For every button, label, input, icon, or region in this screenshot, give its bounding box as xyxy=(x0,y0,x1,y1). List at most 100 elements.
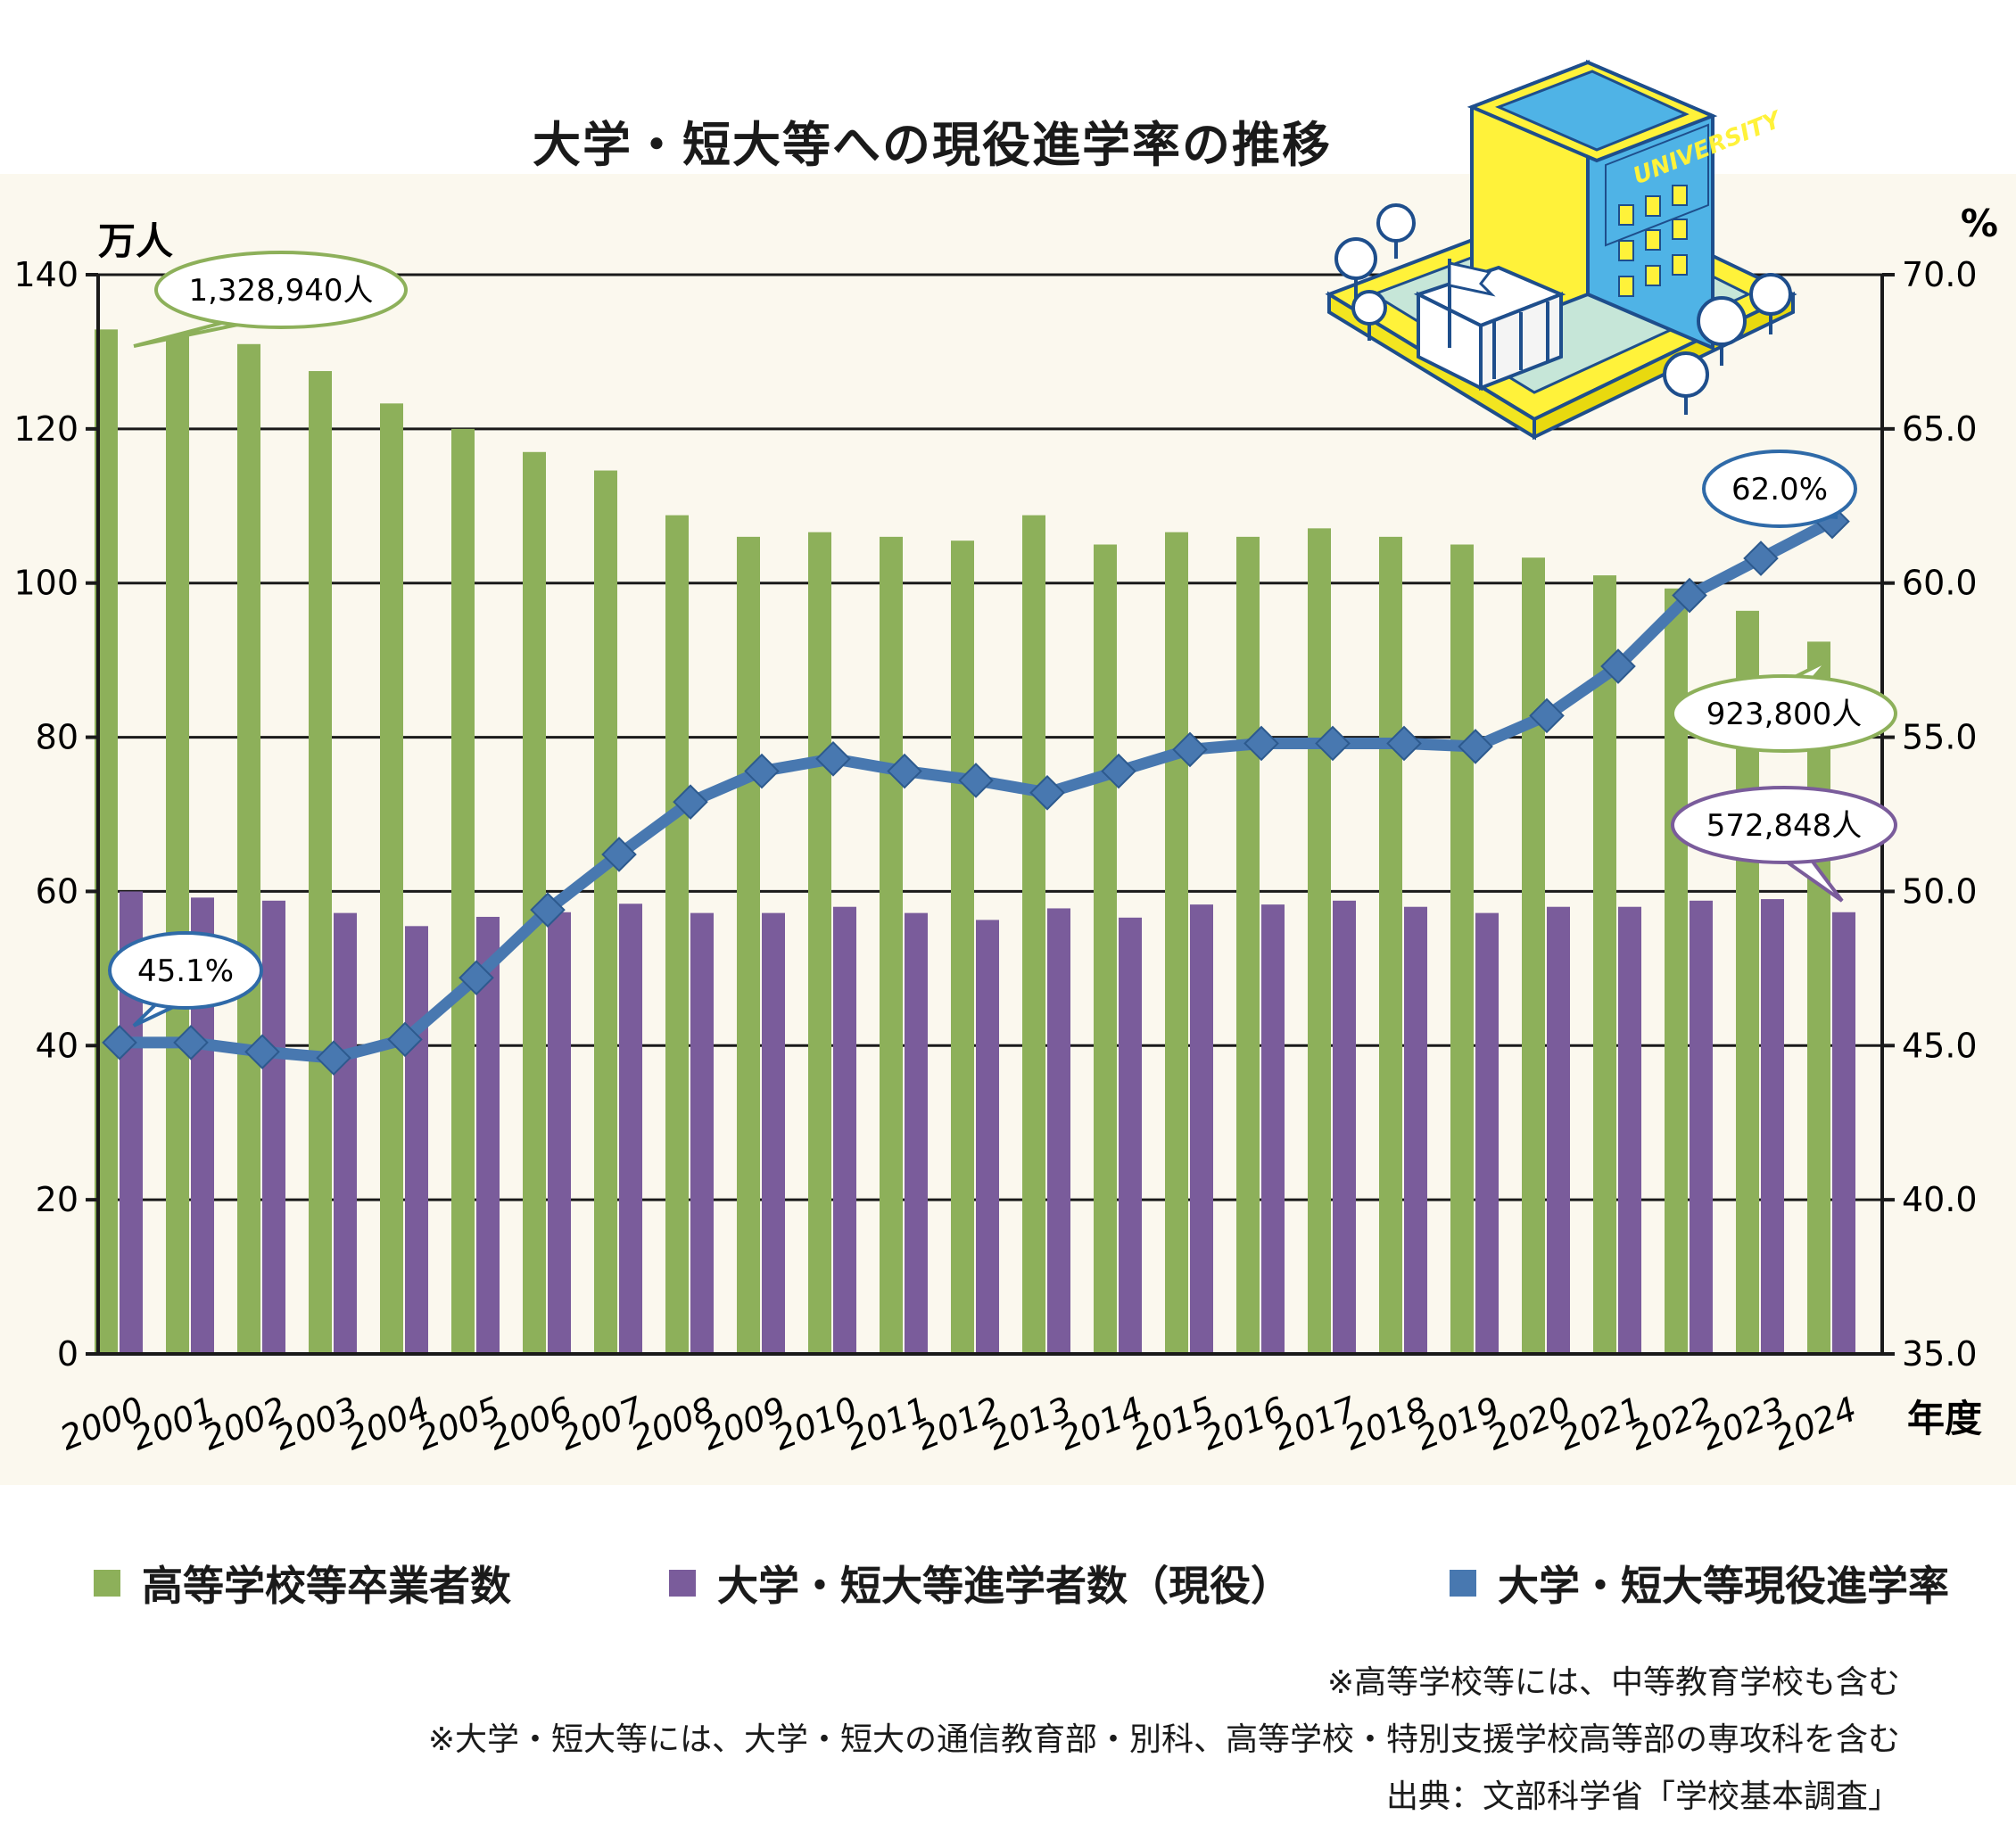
y-right-tick-label: 65.0 xyxy=(1902,409,1978,449)
rate-point xyxy=(1743,541,1779,576)
bar-graduates xyxy=(1379,536,1402,1354)
bar-enrollees xyxy=(1761,899,1784,1354)
rate-point xyxy=(387,1021,423,1058)
callout-bubble xyxy=(154,251,408,329)
rate-point xyxy=(244,1034,280,1069)
y-left-tick-label: 80 xyxy=(36,718,78,757)
y-left-unit: 万人 xyxy=(98,219,173,263)
legend-swatch-rate xyxy=(1450,1570,1476,1597)
legend: 高等学校等卒業者数 大学・短大等進学者数（現役） 大学・短大等現役進学率 xyxy=(94,1552,1949,1614)
callout-label: 45.1% xyxy=(137,953,234,989)
bar-graduates xyxy=(380,403,403,1355)
legend-item-enrollees: 大学・短大等進学者数（現役） xyxy=(669,1554,1292,1613)
bar-graduates xyxy=(880,536,903,1354)
bar-graduates xyxy=(1236,536,1260,1354)
rate-point xyxy=(1101,753,1136,789)
bar-enrollees xyxy=(1190,904,1213,1354)
callout: 45.1% xyxy=(108,931,263,1027)
rate-point xyxy=(958,763,994,798)
rate-point xyxy=(744,753,780,789)
bar-enrollees xyxy=(976,920,999,1354)
bar-enrollees xyxy=(1333,900,1356,1354)
y-left-tick-label: 40 xyxy=(36,1026,78,1065)
rate-point xyxy=(1386,725,1422,762)
rate-point xyxy=(1243,725,1279,762)
rate-point xyxy=(1172,731,1208,768)
bar-enrollees xyxy=(833,906,856,1354)
y-right-tick-label: 55.0 xyxy=(1902,718,1978,757)
line-layer xyxy=(102,503,1850,1076)
y-right-tick-label: 60.0 xyxy=(1902,564,1978,603)
footnote-high-school: ※高等学校等には、中等教育学校も含む xyxy=(1326,1664,1900,1701)
legend-swatch-graduates xyxy=(94,1570,120,1597)
bar-graduates xyxy=(1807,641,1830,1354)
bar-graduates xyxy=(1450,544,1474,1354)
rate-point xyxy=(601,837,637,872)
y-left-tick-label: 140 xyxy=(13,255,78,294)
bar-graduates xyxy=(1022,515,1045,1354)
bar-enrollees xyxy=(1261,904,1285,1354)
rate-point xyxy=(459,960,494,996)
bar-graduates xyxy=(166,336,189,1355)
bar-enrollees xyxy=(1547,906,1570,1354)
rate-point xyxy=(887,753,922,789)
bar-enrollees xyxy=(1475,912,1499,1354)
y-right-tick-label: 45.0 xyxy=(1902,1026,1978,1065)
bar-enrollees xyxy=(1404,906,1427,1354)
bar-graduates xyxy=(665,515,689,1354)
bar-enrollees xyxy=(1618,906,1641,1354)
bar-enrollees xyxy=(1047,908,1070,1354)
rate-point xyxy=(102,1025,137,1060)
callout: 572,848人 xyxy=(1671,786,1897,903)
bar-enrollees xyxy=(548,912,571,1354)
footnotes: ※高等学校等には、中等教育学校も含む ※大学・短大等には、大学・短大の通信教育部… xyxy=(428,1655,1900,1826)
source-note: 出典：文部科学省「学校基本調査」 xyxy=(1385,1778,1900,1815)
bar-graduates xyxy=(1522,557,1545,1354)
legend-label-graduates: 高等学校等卒業者数 xyxy=(142,1562,511,1610)
bar-graduates xyxy=(808,532,831,1354)
rate-point xyxy=(173,1025,209,1060)
callout-label: 1,328,940人 xyxy=(188,273,373,309)
legend-label-rate: 大学・短大等現役進学率 xyxy=(1498,1562,1949,1610)
callout-bubble xyxy=(1702,450,1857,528)
bar-graduates xyxy=(737,536,760,1354)
callout-label: 62.0% xyxy=(1731,472,1828,508)
callout-layer: 1,328,940人 923,800人 572,848人 45.1% 62.0% xyxy=(108,251,1897,1027)
legend-swatch-enrollees xyxy=(669,1570,696,1597)
y-left-tick-label: 20 xyxy=(36,1180,78,1219)
footnote-university: ※大学・短大等には、大学・短大の通信教育部・別科、高等学校・特別支援学校高等部の… xyxy=(427,1721,1900,1758)
rate-point xyxy=(1529,697,1565,734)
bar-graduates xyxy=(1094,544,1117,1354)
bar-enrollees xyxy=(619,904,642,1354)
bar-graduates xyxy=(1308,528,1331,1354)
callout-bubble xyxy=(1671,786,1897,864)
bar-enrollees xyxy=(905,912,928,1354)
bar-enrollees xyxy=(1690,900,1713,1354)
rate-point xyxy=(1029,775,1065,811)
chart: 0 20 40 60 80 100 120 140 35.0 40.0 45.0 50.0 55.0 60… xyxy=(13,202,1998,1458)
rate-point xyxy=(316,1040,351,1076)
callout-bubble xyxy=(1671,674,1897,753)
rate-point xyxy=(1458,729,1493,764)
rate-point xyxy=(673,784,708,820)
x-unit: 年度 xyxy=(1907,1397,1982,1440)
rate-point xyxy=(530,892,566,928)
bar-graduates xyxy=(1165,532,1188,1354)
callout: 62.0% xyxy=(1702,450,1857,528)
university-building-illustration: UNIVERSITY xyxy=(1325,59,1797,441)
bar-graduates xyxy=(594,470,617,1354)
callout: 923,800人 xyxy=(1671,658,1897,753)
rate-point xyxy=(815,740,851,777)
x-tick-label: 2024 xyxy=(1767,1390,1862,1458)
bars-layer xyxy=(95,329,1855,1355)
bar-graduates xyxy=(1593,575,1616,1354)
bar-enrollees xyxy=(762,912,785,1354)
legend-item-rate: 大学・短大等現役進学率 xyxy=(1450,1554,1949,1613)
rate-point xyxy=(1672,577,1707,614)
bar-enrollees xyxy=(1832,912,1855,1354)
legend-label-enrollees: 大学・短大等進学者数（現役） xyxy=(717,1562,1292,1610)
bar-graduates xyxy=(309,371,332,1355)
bar-enrollees xyxy=(262,900,285,1354)
callout: 1,328,940人 xyxy=(133,251,408,348)
bar-graduates xyxy=(451,428,475,1354)
